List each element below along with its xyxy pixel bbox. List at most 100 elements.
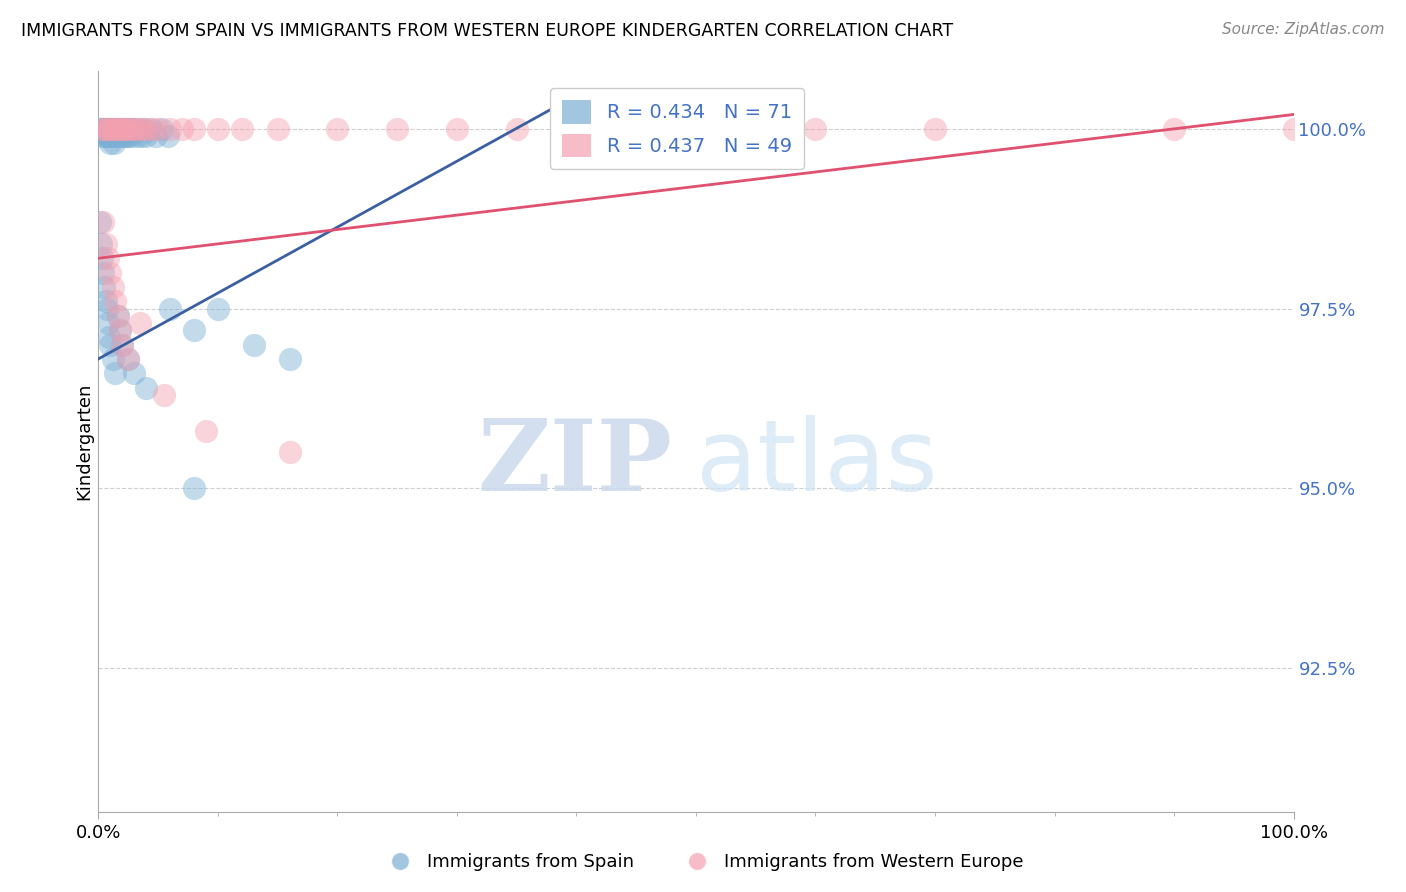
Point [104, 121, 127, 136]
Point [804, 121, 827, 136]
Text: IMMIGRANTS FROM SPAIN VS IMMIGRANTS FROM WESTERN EUROPE KINDERGARTEN CORRELATION: IMMIGRANTS FROM SPAIN VS IMMIGRANTS FROM… [21, 22, 953, 40]
Point [97, 252, 120, 266]
Point [145, 129, 167, 144]
Point [121, 121, 143, 136]
Point [93, 280, 115, 294]
Point [101, 129, 124, 144]
Point [685, 121, 707, 136]
Point [93, 129, 115, 144]
Point [385, 121, 409, 136]
Point [103, 121, 125, 136]
Point [101, 280, 124, 294]
Point [141, 121, 163, 136]
Point [124, 121, 146, 136]
Point [103, 136, 125, 151]
Point [93, 121, 115, 136]
Point [117, 129, 139, 144]
Point [108, 323, 131, 337]
Point [90, 236, 112, 251]
Point [111, 337, 134, 351]
Text: atlas: atlas [696, 416, 938, 512]
Point [96, 301, 118, 316]
Point [96, 121, 118, 136]
Point [96, 121, 118, 136]
Y-axis label: Kindergarten: Kindergarten [76, 383, 94, 500]
Point [924, 121, 946, 136]
Point [207, 301, 229, 316]
Point [97, 316, 120, 330]
Point [117, 121, 139, 136]
Point [91, 129, 114, 144]
Point [183, 481, 205, 495]
Point [91, 266, 114, 280]
Point [565, 121, 588, 136]
Point [93, 121, 115, 136]
Point [91, 215, 114, 229]
Point [278, 351, 301, 366]
Point [98, 330, 121, 344]
Point [1163, 121, 1185, 136]
Point [115, 129, 138, 144]
Text: Source: ZipAtlas.com: Source: ZipAtlas.com [1222, 22, 1385, 37]
Point [267, 121, 290, 136]
Point [124, 121, 146, 136]
Point [278, 445, 301, 459]
Point [124, 366, 146, 380]
Point [107, 121, 129, 136]
Point [112, 121, 135, 136]
Point [132, 121, 155, 136]
Point [105, 121, 128, 136]
Point [153, 388, 176, 402]
Point [91, 121, 114, 136]
Point [127, 121, 149, 136]
Point [117, 351, 139, 366]
Point [101, 121, 124, 136]
Point [100, 129, 122, 144]
Point [125, 129, 148, 144]
Point [90, 121, 112, 136]
Point [135, 121, 157, 136]
Legend: Immigrants from Spain, Immigrants from Western Europe: Immigrants from Spain, Immigrants from W… [375, 847, 1031, 879]
Point [104, 294, 127, 309]
Point [183, 323, 205, 337]
Point [506, 121, 529, 136]
Point [111, 121, 134, 136]
Point [98, 121, 121, 136]
Point [156, 129, 179, 144]
Point [94, 236, 117, 251]
Point [128, 121, 150, 136]
Point [129, 316, 152, 330]
Point [91, 252, 114, 266]
Point [100, 121, 122, 136]
Point [108, 323, 131, 337]
Point [110, 121, 132, 136]
Point [326, 121, 349, 136]
Point [105, 129, 128, 144]
Point [96, 129, 118, 144]
Point [98, 136, 122, 151]
Point [98, 266, 122, 280]
Point [105, 121, 128, 136]
Point [101, 351, 124, 366]
Point [94, 121, 117, 136]
Point [120, 129, 142, 144]
Point [107, 121, 129, 136]
Point [112, 129, 135, 144]
Point [172, 121, 194, 136]
Point [98, 129, 121, 144]
Point [98, 337, 122, 351]
Point [104, 366, 127, 380]
Point [107, 309, 129, 323]
Point [118, 121, 141, 136]
Point [150, 121, 173, 136]
Point [110, 129, 132, 144]
Point [131, 129, 153, 144]
Point [135, 129, 157, 144]
Point [195, 424, 218, 438]
Point [117, 351, 139, 366]
Point [131, 121, 153, 136]
Point [111, 337, 134, 351]
Point [107, 309, 129, 323]
Point [243, 337, 266, 351]
Text: ZIP: ZIP [477, 416, 672, 512]
